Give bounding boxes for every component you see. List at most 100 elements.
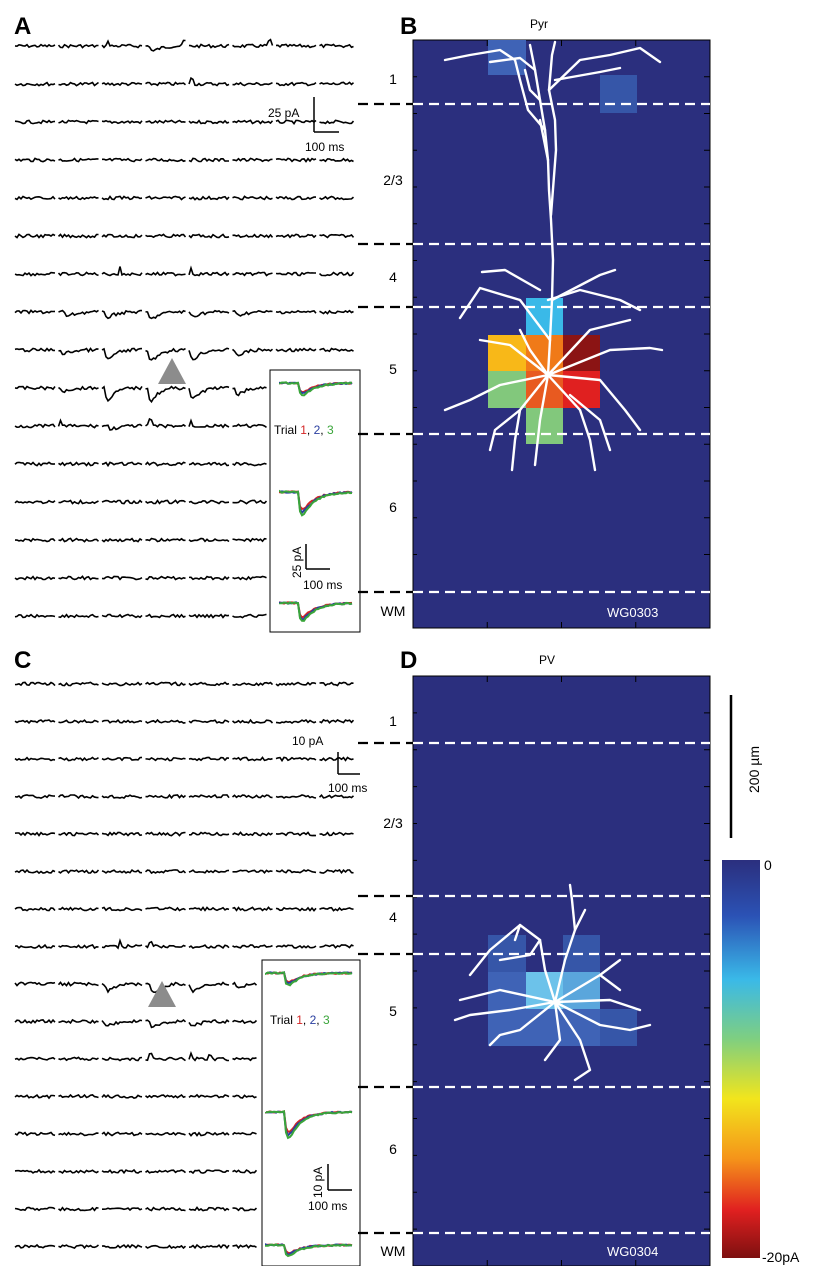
current-trace — [14, 233, 355, 239]
current-trace — [14, 718, 355, 725]
layer-label: 2/3 — [383, 815, 403, 831]
inset-waveform — [279, 381, 353, 397]
inset-a-y-label: 25 pA — [290, 547, 304, 578]
layer-label: 5 — [389, 361, 397, 377]
current-trace — [14, 499, 268, 505]
current-trace — [14, 1206, 258, 1212]
panel-c: C 10 pA 100 ms Trial 1, 2, 3 10 pA 100 m… — [14, 647, 367, 1266]
current-trace — [14, 938, 354, 950]
panel-c-letter: C — [14, 647, 31, 674]
inset-c-y-label: 10 pA — [311, 1167, 325, 1198]
trial-1: 1 — [296, 1013, 303, 1027]
current-trace — [14, 347, 354, 361]
layer-label: 4 — [389, 909, 397, 925]
panel-b-cell-id: WG0303 — [607, 605, 658, 620]
current-trace — [14, 1093, 257, 1100]
inset-c: Trial 1, 2, 3 10 pA 100 ms — [261, 959, 361, 1266]
current-trace — [14, 756, 354, 763]
panel-b-layer-ext — [358, 102, 413, 594]
traces-a — [14, 38, 355, 619]
current-trace — [14, 119, 355, 125]
scale-bar-c-x-label: 100 ms — [328, 781, 367, 795]
colorbar: 0 -20pA — [722, 857, 800, 1265]
inset-waveform — [265, 1110, 353, 1140]
inset-c-x-label: 100 ms — [308, 1199, 347, 1213]
panel-d-ticks — [413, 676, 710, 1266]
panel-d-layer-lines — [413, 741, 710, 1235]
inset-a-waveforms — [279, 381, 353, 622]
current-trace — [14, 1168, 258, 1175]
layer-label: WM — [381, 1243, 406, 1259]
layer-label: 4 — [389, 269, 397, 285]
inset-waveform — [265, 971, 353, 987]
current-trace — [14, 1243, 257, 1250]
panel-b-letter: B — [400, 13, 417, 40]
panel-a-letter: A — [14, 13, 31, 40]
layer-label: 2/3 — [383, 172, 403, 188]
panel-b-ticks — [413, 40, 710, 628]
current-trace — [14, 831, 354, 837]
panel-b-heatmap — [488, 40, 637, 444]
layer-label: 1 — [389, 71, 397, 87]
panel-b-layer-lines — [413, 102, 710, 594]
trial-sep: , — [303, 1013, 310, 1027]
panel-d-letter: D — [400, 647, 417, 674]
layer-label: 6 — [389, 499, 397, 515]
current-trace — [14, 537, 267, 543]
current-trace — [14, 575, 267, 581]
current-trace — [14, 76, 355, 87]
pyramidal-neuron-morphology — [443, 40, 664, 472]
panel-b-layer-labels: 1 2/3 4 5 6 WM — [381, 71, 406, 619]
current-trace — [14, 157, 354, 163]
current-trace — [14, 613, 267, 619]
current-trace — [14, 309, 354, 320]
panel-d-layer-labels: 1 2/3 4 5 6 WM — [381, 713, 406, 1259]
current-trace — [14, 461, 267, 468]
current-trace — [14, 417, 267, 431]
current-trace — [14, 195, 355, 201]
current-trace — [14, 981, 258, 994]
trial-2: 2 — [314, 423, 321, 437]
panel-d: D PV 1 — [358, 647, 711, 1266]
inset-waveform — [265, 1243, 353, 1258]
scale-bar-c: 10 pA 100 ms — [292, 734, 367, 795]
trial-sep: , — [320, 423, 327, 437]
scale-bar-a-y-label: 25 pA — [268, 106, 299, 120]
traces-c — [14, 681, 355, 1250]
panel-a: A 25 pA 100 ms Trial 1, 2, 3 25 pA 100 m… — [14, 13, 361, 633]
current-trace — [14, 906, 354, 912]
current-trace — [14, 265, 355, 277]
trial-sep: , — [307, 423, 314, 437]
trial-2: 2 — [310, 1013, 317, 1027]
panel-b-title: Pyr — [530, 17, 548, 31]
spatial-scale-bar: 200 µm — [729, 695, 762, 838]
trial-prefix: Trial — [274, 423, 300, 437]
inset-c-trial-legend: Trial 1, 2, 3 — [270, 1013, 330, 1027]
trial-3: 3 — [323, 1013, 330, 1027]
panel-d-cell-id: WG0304 — [607, 1244, 658, 1259]
layer-label: WM — [381, 603, 406, 619]
inset-a-trial-legend: Trial 1, 2, 3 — [274, 423, 334, 437]
current-trace — [14, 793, 355, 800]
current-trace — [14, 1050, 257, 1062]
colorbar-min-label: -20pA — [762, 1249, 800, 1265]
inset-waveform — [279, 489, 353, 517]
trial-prefix: Trial — [270, 1013, 296, 1027]
inset-waveform — [279, 601, 353, 622]
stim-marker-c — [148, 981, 176, 1007]
current-trace — [14, 385, 267, 404]
colorbar-max-label: 0 — [764, 857, 772, 873]
layer-label: 1 — [389, 713, 397, 729]
current-trace — [14, 1131, 257, 1137]
current-trace — [14, 1018, 258, 1029]
inset-a: Trial 1, 2, 3 25 pA 100 ms — [269, 369, 361, 633]
scale-bar-a-x-label: 100 ms — [305, 140, 344, 154]
layer-label: 5 — [389, 1003, 397, 1019]
panel-b: B Pyr — [358, 13, 711, 629]
current-trace — [14, 868, 354, 875]
trial-sep: , — [316, 1013, 323, 1027]
inset-a-x-label: 100 ms — [303, 578, 342, 592]
spatial-scale-bar-label: 200 µm — [746, 746, 762, 793]
scale-bar-c-y-label: 10 pA — [292, 734, 323, 748]
